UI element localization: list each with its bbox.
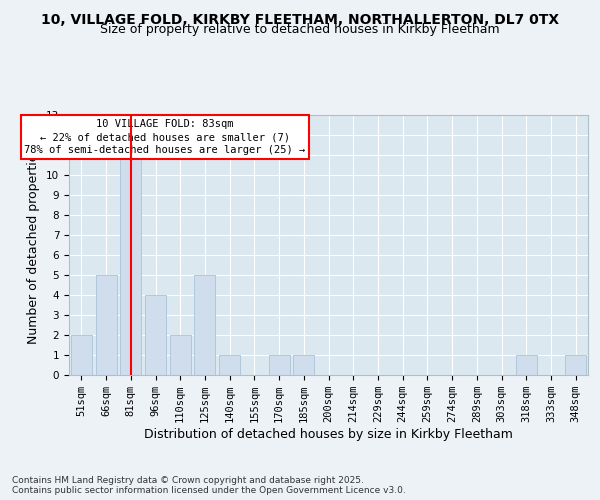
Bar [95,275,116,375]
Bar [269,355,290,375]
X-axis label: Distribution of detached houses by size in Kirkby Fleetham: Distribution of detached houses by size … [144,428,513,441]
Bar [293,355,314,375]
Bar [145,295,166,375]
Bar [170,335,191,375]
Text: Size of property relative to detached houses in Kirkby Fleetham: Size of property relative to detached ho… [100,22,500,36]
Bar [219,355,240,375]
Bar [71,335,92,375]
Text: 10, VILLAGE FOLD, KIRKBY FLEETHAM, NORTHALLERTON, DL7 0TX: 10, VILLAGE FOLD, KIRKBY FLEETHAM, NORTH… [41,12,559,26]
Bar [120,155,141,375]
Text: Contains HM Land Registry data © Crown copyright and database right 2025.
Contai: Contains HM Land Registry data © Crown c… [12,476,406,495]
Bar [565,355,586,375]
Bar [194,275,215,375]
Y-axis label: Number of detached properties: Number of detached properties [28,146,40,344]
Bar [516,355,537,375]
Text: 10 VILLAGE FOLD: 83sqm
← 22% of detached houses are smaller (7)
78% of semi-deta: 10 VILLAGE FOLD: 83sqm ← 22% of detached… [25,119,305,156]
